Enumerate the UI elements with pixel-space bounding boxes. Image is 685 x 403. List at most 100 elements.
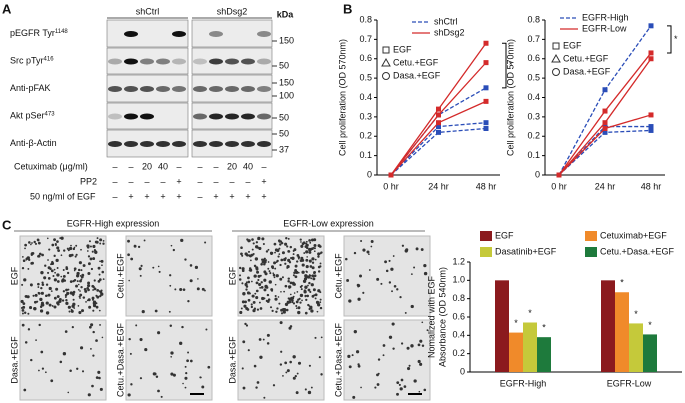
cell	[250, 253, 254, 257]
cell	[263, 396, 266, 399]
cell	[245, 281, 248, 284]
cell	[262, 338, 265, 341]
cell	[286, 300, 290, 304]
treatment-value: +	[213, 191, 218, 201]
cell	[99, 238, 103, 242]
cell	[37, 291, 40, 295]
cell	[258, 283, 262, 287]
cell	[262, 242, 265, 246]
bar	[643, 334, 657, 372]
cell	[79, 275, 82, 277]
cell	[289, 360, 292, 364]
cell	[357, 284, 361, 288]
cell	[79, 293, 83, 297]
cell	[95, 376, 99, 380]
annotation: *	[528, 308, 532, 318]
y-tick-label: 0.3	[359, 111, 372, 121]
cell	[66, 247, 69, 250]
cell	[53, 296, 57, 300]
kda-label: 150	[279, 77, 294, 87]
cell	[205, 328, 208, 331]
cell	[140, 264, 143, 267]
micrograph-header: EGFR-High expression	[67, 218, 160, 228]
treatment-value: –	[112, 176, 117, 186]
cell	[285, 308, 289, 312]
cell	[57, 302, 60, 306]
cell	[307, 284, 309, 287]
cell	[305, 242, 308, 245]
cell	[299, 259, 303, 263]
cell	[391, 322, 395, 326]
cell	[247, 349, 250, 352]
cell	[75, 253, 78, 256]
cell	[187, 300, 190, 303]
kda-label: 100	[279, 90, 294, 100]
treatment-value: –	[112, 191, 117, 201]
legend-marker	[381, 57, 391, 67]
cell	[45, 283, 49, 286]
cell	[179, 288, 183, 292]
kda-label: 50	[279, 60, 289, 70]
cell	[27, 312, 30, 315]
treatment-value: +	[245, 191, 250, 201]
cell	[314, 336, 317, 339]
cell	[313, 244, 317, 248]
band	[124, 31, 138, 37]
cell	[320, 373, 323, 376]
cell	[27, 267, 30, 270]
micrograph-label: Cetu.+EGF	[115, 253, 125, 299]
band	[193, 141, 207, 147]
cell	[87, 284, 91, 288]
kda-label: 150	[279, 35, 294, 45]
cell	[81, 309, 85, 313]
cell	[30, 253, 33, 256]
legend-label: Dasatinib+EGF	[495, 246, 557, 256]
cell	[157, 389, 160, 393]
cell	[255, 386, 258, 389]
band	[156, 141, 170, 147]
cell	[21, 283, 24, 286]
cell	[259, 307, 263, 310]
cell	[99, 260, 101, 263]
cell	[245, 288, 248, 291]
cell	[305, 265, 309, 269]
cell	[254, 292, 257, 295]
y-axis-label: Cell proliferation (OD 570nm)	[505, 39, 515, 156]
cell	[257, 238, 260, 241]
cell	[318, 245, 322, 248]
band	[257, 113, 271, 120]
x-tick-label: 24 hr	[428, 181, 449, 191]
cell	[294, 275, 298, 279]
legend-label: Cetu.+EGF	[563, 53, 609, 63]
cell	[288, 250, 291, 253]
cell	[242, 292, 246, 296]
y-tick-label: 0.4	[452, 330, 465, 340]
cell	[288, 297, 292, 301]
band	[193, 113, 207, 120]
cell	[308, 239, 311, 242]
cell	[200, 376, 202, 379]
cell	[65, 301, 69, 306]
point	[556, 172, 562, 178]
cell	[41, 253, 44, 257]
cell	[250, 305, 254, 309]
cell	[418, 390, 421, 393]
annotation: *	[542, 323, 546, 333]
cell	[98, 309, 101, 312]
cell	[53, 268, 56, 271]
cell	[92, 245, 96, 248]
cell	[292, 295, 295, 298]
cell	[423, 263, 427, 268]
cell	[296, 291, 299, 293]
cell	[282, 374, 284, 377]
cell	[272, 384, 276, 387]
cell	[307, 276, 310, 279]
band	[108, 58, 122, 65]
cell	[309, 290, 312, 294]
treatment-value: –	[213, 176, 218, 186]
cell	[286, 266, 289, 269]
kda-label: 37	[279, 144, 289, 154]
cell	[95, 339, 98, 342]
cell	[55, 287, 59, 291]
cell	[47, 277, 51, 280]
